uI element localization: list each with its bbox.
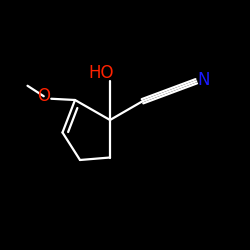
Text: HO: HO [88,64,114,82]
Text: O: O [37,87,50,105]
Text: N: N [198,71,210,89]
